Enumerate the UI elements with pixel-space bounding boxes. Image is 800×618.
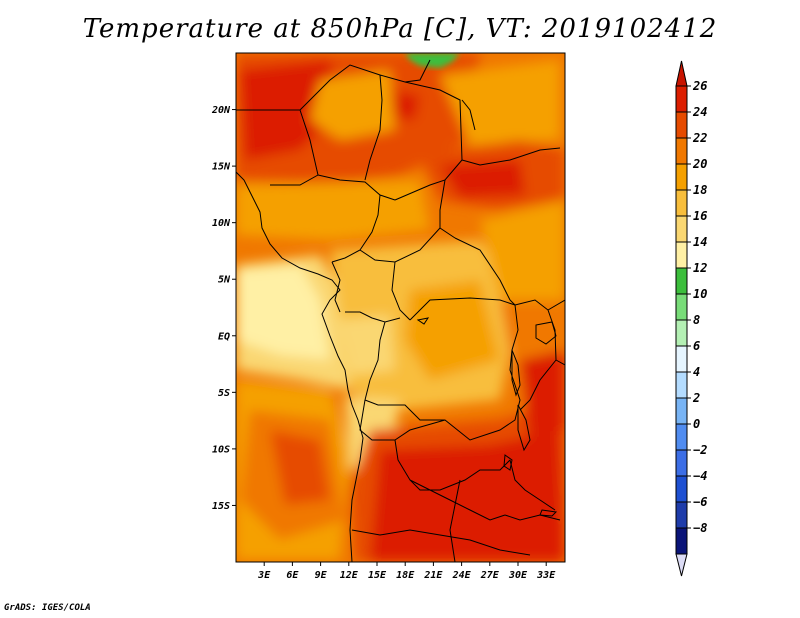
colorbar-label: −8 — [693, 521, 707, 535]
colorbar-label: 8 — [693, 313, 700, 327]
colorbar-label: −2 — [693, 443, 707, 457]
lon-tick-label: 6E — [286, 570, 299, 581]
colorbar-swatch — [675, 111, 688, 139]
grads-credit: GrADS: IGES/COLA — [4, 603, 91, 613]
colorbar-label: 26 — [692, 79, 707, 93]
lat-tick-label: 10N — [212, 218, 231, 229]
lon-tick-label: 21E — [423, 570, 443, 581]
lon-tick-label: 33E — [536, 570, 556, 581]
colorbar-swatch — [675, 449, 688, 477]
colorbar-overflow-bottom — [675, 553, 688, 577]
colorbar-swatch — [675, 423, 688, 451]
colorbar-swatch — [675, 371, 688, 399]
colorbar-label: 14 — [693, 235, 707, 249]
colorbar-swatch — [675, 137, 688, 165]
lon-tick-label: 30E — [508, 570, 528, 581]
colorbar-label: 18 — [693, 183, 707, 197]
lat-tick-label: 15S — [212, 501, 230, 512]
colorbar-label: 0 — [693, 417, 700, 431]
colorbar-swatch — [675, 397, 688, 425]
map-frame — [235, 52, 566, 563]
colorbar-swatch — [675, 85, 688, 113]
colorbar-swatch — [675, 163, 688, 191]
colorbar-label: 2 — [692, 391, 700, 405]
colorbar-label: 20 — [692, 157, 707, 171]
colorbar-swatch — [675, 501, 688, 529]
lon-tick-label: 9E — [315, 570, 328, 581]
country-borders — [236, 59, 565, 562]
colorbar-label: 16 — [693, 209, 707, 223]
colorbar-label: 12 — [693, 261, 707, 275]
map-axes: 3E 6E 9E 12E 15E 18E 21E 24E 27E 30E 33E 20N 15N 10N 5… — [211, 105, 556, 581]
colorbar-swatch — [675, 293, 688, 321]
lat-tick-label: 15N — [212, 162, 231, 173]
colorbar-swatch — [675, 215, 688, 243]
colorbar-label: 4 — [693, 365, 700, 379]
colorbar-swatch — [675, 475, 688, 503]
lon-tick-label: 18E — [396, 570, 415, 581]
lat-tick-label: 5N — [218, 275, 231, 286]
colorbar-swatch — [675, 319, 688, 347]
lon-tick-label: 15E — [368, 570, 387, 581]
colorbar-swatch — [675, 189, 688, 217]
colorbar-label: 22 — [692, 131, 707, 145]
colorbar-label: −4 — [693, 469, 707, 483]
colorbar-label: 24 — [692, 105, 707, 119]
colorbar-overflow-top — [675, 60, 688, 87]
temperature-field — [236, 53, 565, 562]
lat-tick-label: 20N — [211, 105, 231, 116]
colorbar-swatch — [675, 241, 688, 269]
lon-tick-label: 24E — [452, 570, 472, 581]
colorbar-swatch — [675, 267, 688, 295]
colorbar-label: 6 — [693, 339, 700, 353]
lat-tick-label: 5S — [218, 388, 230, 399]
lat-tick-label: EQ — [218, 331, 230, 342]
colorbar-label: 10 — [693, 287, 707, 301]
colorbar-swatch — [675, 345, 688, 373]
lat-tick-label: 10S — [212, 444, 230, 455]
colorbar-swatch — [675, 527, 688, 555]
lon-tick-label: 27E — [480, 570, 500, 581]
lon-tick-label: 3E — [257, 570, 271, 581]
map-title: Temperature at 850hPa [C], VT: 201910241… — [82, 14, 718, 44]
colorbar-label: −6 — [693, 495, 707, 509]
lon-tick-label: 12E — [340, 570, 359, 581]
